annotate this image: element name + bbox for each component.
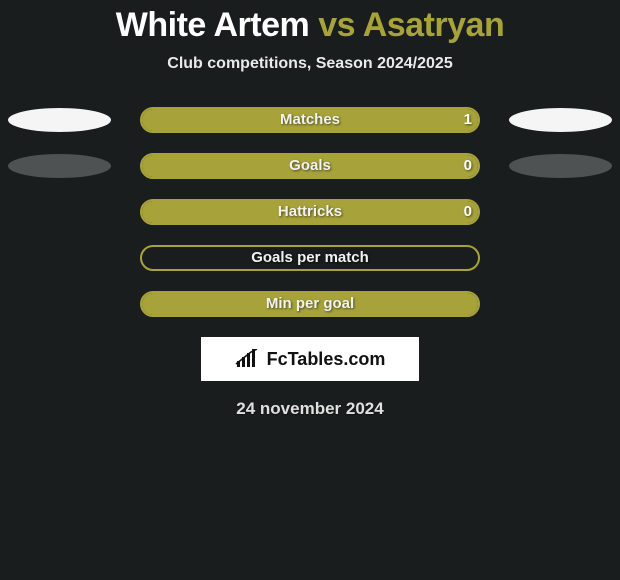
source-badge-text: FcTables.com <box>267 349 386 370</box>
stat-bar-track <box>140 291 480 317</box>
stat-row: Hattricks0 <box>0 199 620 225</box>
stat-bar-fill <box>142 109 478 131</box>
stat-bar-track <box>140 153 480 179</box>
player1-marker <box>8 108 111 132</box>
bar-chart-icon <box>235 349 261 369</box>
player2-marker <box>509 108 612 132</box>
subtitle: Club competitions, Season 2024/2025 <box>0 55 620 73</box>
stat-row: Goals per match <box>0 245 620 271</box>
player2-name: Asatryan <box>363 6 505 44</box>
snapshot-date: 24 november 2024 <box>0 399 620 419</box>
player1-name: White Artem <box>116 6 309 44</box>
page-title: White Artem vs Asatryan <box>0 6 620 45</box>
player2-marker <box>509 154 612 178</box>
comparison-card: White Artem vs Asatryan Club competition… <box>0 0 620 580</box>
stat-bar-fill <box>142 293 478 315</box>
stat-bar-fill <box>142 155 478 177</box>
stat-bar-fill <box>142 201 478 223</box>
stat-bar-track <box>140 245 480 271</box>
source-badge: FcTables.com <box>201 337 419 381</box>
player1-marker <box>8 154 111 178</box>
stats-rows: Matches1 Goals0 Hattricks0 Goals per match M… <box>0 107 620 317</box>
stat-bar-track <box>140 107 480 133</box>
vs-separator: vs <box>318 6 355 44</box>
stat-row: Goals0 <box>0 153 620 179</box>
stat-row: Min per goal <box>0 291 620 317</box>
stat-bar-track <box>140 199 480 225</box>
stat-row: Matches1 <box>0 107 620 133</box>
